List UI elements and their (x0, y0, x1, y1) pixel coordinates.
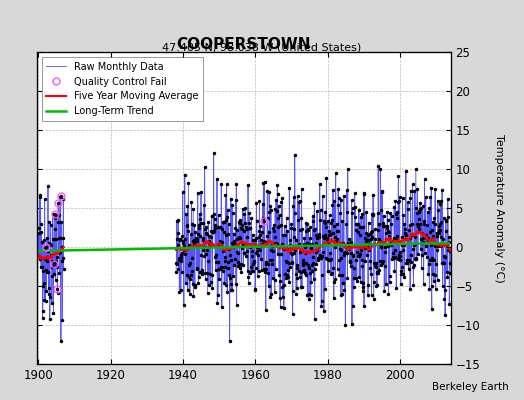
Raw Monthly Data (36, 253, 42, 258)
Raw Monthly Data (45, 183, 51, 188)
Legend: Raw Monthly Data, Quality Control Fail, Five Year Moving Average, Long-Term Tren: Raw Monthly Data, Quality Control Fail, … (41, 57, 203, 121)
Y-axis label: Temperature Anomaly (°C): Temperature Anomaly (°C) (494, 134, 504, 282)
Five Year Moving Average (36, 256, 42, 260)
Raw Monthly Data (48, 252, 54, 257)
Text: 47.405 N, 98.038 W (United States): 47.405 N, 98.038 W (United States) (162, 42, 362, 52)
Quality Control Fail (58, 193, 64, 198)
Five Year Moving Average (37, 254, 43, 259)
Raw Monthly Data (58, 338, 64, 343)
Quality Control Fail (55, 200, 61, 205)
Text: Berkeley Earth: Berkeley Earth (432, 382, 508, 392)
Five Year Moving Average (56, 249, 62, 254)
Five Year Moving Average (47, 256, 53, 261)
Five Year Moving Average (55, 250, 61, 255)
Five Year Moving Average (48, 255, 54, 260)
Five Year Moving Average (40, 256, 47, 261)
Line: Quality Control Fail: Quality Control Fail (42, 192, 267, 293)
Raw Monthly Data (60, 266, 67, 271)
Quality Control Fail (51, 262, 57, 266)
Quality Control Fail (43, 244, 49, 249)
Raw Monthly Data (36, 231, 42, 236)
Quality Control Fail (52, 212, 58, 217)
Raw Monthly Data (56, 236, 62, 240)
Quality Control Fail (261, 218, 267, 223)
Raw Monthly Data (37, 257, 43, 262)
Five Year Moving Average (60, 244, 67, 249)
Title: COOPERSTOWN: COOPERSTOWN (177, 37, 311, 52)
Five Year Moving Average (36, 253, 42, 258)
Raw Monthly Data (47, 295, 53, 300)
Quality Control Fail (54, 287, 60, 292)
Line: Raw Monthly Data: Raw Monthly Data (39, 186, 63, 341)
Line: Five Year Moving Average: Five Year Moving Average (39, 247, 63, 259)
Raw Monthly Data (55, 220, 61, 224)
